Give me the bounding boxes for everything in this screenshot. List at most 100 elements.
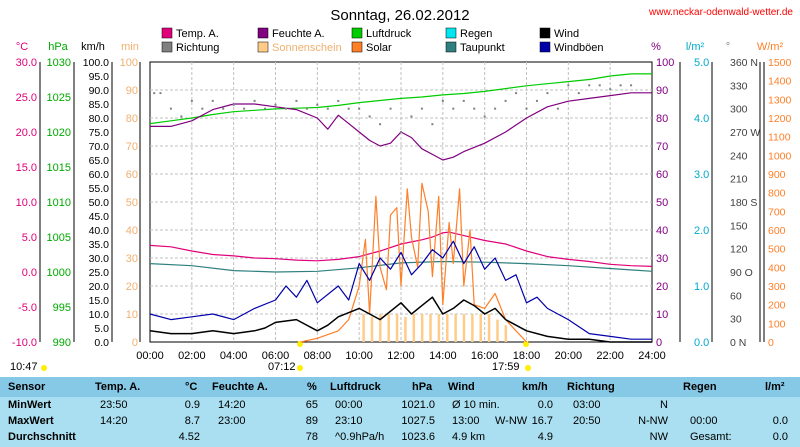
rain-tick-label: 3.0 — [694, 169, 709, 181]
direction-tick-label: 0 N — [730, 337, 746, 349]
temp-tick-label: -10.0 — [12, 337, 37, 349]
legend-swatch — [351, 27, 363, 39]
x-tick-label: 16:00 — [471, 350, 499, 362]
legend-swatch — [161, 41, 173, 53]
legend-swatch — [445, 27, 457, 39]
sunset-time: 17:59 — [492, 361, 520, 373]
direction-dot — [535, 99, 538, 102]
cell-temp: 4.52 — [178, 431, 200, 443]
direction-tick-label: 150 — [730, 220, 748, 232]
cell-press: 1023.6 — [401, 431, 435, 443]
rain-tick-label: 5.0 — [694, 57, 709, 69]
direction-tick-label: 30 — [730, 314, 742, 326]
wind-tick-label: 40.0 — [89, 225, 110, 237]
cell-dir: N-NW — [638, 415, 668, 427]
direction-dot — [473, 107, 476, 110]
solar-tick-label: 300 — [768, 281, 786, 293]
direction-dot — [274, 103, 277, 106]
axis-unit: °C — [16, 41, 28, 53]
header-wind-unit: km/h — [522, 381, 548, 393]
wind-tick-label: 75.0 — [89, 127, 110, 139]
sunshine-bar — [504, 325, 508, 342]
direction-dot — [201, 107, 204, 110]
header-temp-unit: °C — [185, 381, 198, 393]
direction-dot — [305, 107, 308, 110]
solar-tick-label: 1400 — [768, 76, 792, 88]
cell-wind: 4.9 — [537, 431, 553, 443]
sunshine-bar — [429, 314, 432, 342]
cell-wind-time: 4.9 km — [452, 431, 486, 443]
legend-label: Temp. A. — [176, 28, 219, 40]
direction-dot — [389, 107, 392, 110]
x-tick-label: 08:00 — [304, 350, 332, 362]
sun-tick-label: 50 — [126, 197, 138, 209]
pressure-tick-label: 1010 — [47, 197, 71, 209]
cell-hum-time: 23:00 — [218, 415, 246, 427]
cell-press-time: ^0.9hPa/h — [335, 431, 385, 443]
humidity-tick-label: 0 — [656, 337, 662, 349]
humidity-tick-label: 20 — [656, 281, 668, 293]
pressure-tick-label: 995 — [53, 302, 71, 314]
cell-wind-time: 13:00 — [452, 415, 480, 427]
direction-dot — [295, 99, 298, 102]
direction-dot — [525, 107, 528, 110]
humidity-tick-label: 70 — [656, 141, 668, 153]
solar-tick-label: 800 — [768, 188, 786, 200]
sunrise-icon — [297, 365, 303, 371]
cell-temp: 0.9 — [184, 399, 200, 411]
direction-dot — [567, 84, 570, 87]
direction-dot — [494, 107, 497, 110]
sun-tick-label: 90 — [126, 85, 138, 97]
sunrise-time: 07:12 — [268, 361, 296, 373]
direction-dot — [232, 103, 235, 106]
x-tick-label: 02:00 — [178, 350, 206, 362]
legend-label: Luftdruck — [366, 28, 412, 40]
temp-tick-label: -5.0 — [18, 302, 37, 314]
axis-unit: ° — [726, 41, 730, 53]
direction-dot — [515, 92, 518, 95]
taupunkt-line — [149, 260, 653, 273]
pressure-tick-label: 1000 — [47, 267, 71, 279]
direction-tick-label: 330 — [730, 80, 748, 92]
x-tick-label: 22:00 — [596, 350, 624, 362]
solar-tick-label: 1200 — [768, 113, 792, 125]
sunshine-bar — [496, 319, 499, 342]
legend-swatch — [539, 41, 551, 53]
x-tick-label: 14:00 — [429, 350, 457, 362]
direction-dot — [410, 115, 413, 118]
x-tick-label: 00:00 — [136, 350, 164, 362]
direction-dot — [284, 107, 287, 110]
sunshine-bar — [387, 314, 390, 342]
direction-tick-label: 270 W — [730, 127, 760, 139]
site-url: www.neckar-odenwald-wetter.de — [648, 7, 793, 18]
sun-tick-label: 100 — [120, 57, 138, 69]
legend-swatch — [257, 27, 269, 39]
sunshine-bar — [395, 314, 399, 342]
wind-tick-label: 50.0 — [89, 197, 110, 209]
direction-dot — [556, 107, 559, 110]
legend-label: Regen — [460, 28, 492, 40]
sunshine-bar — [487, 314, 491, 342]
wind-tick-label: 55.0 — [89, 183, 110, 195]
direction-tick-label: 210 — [730, 174, 748, 186]
wind-tick-label: 0.0 — [94, 337, 109, 349]
direction-dot — [253, 99, 256, 102]
cell-rain: 0.0 — [772, 415, 788, 427]
solar-tick-label: 400 — [768, 262, 786, 274]
sunshine-bar — [479, 314, 482, 342]
direction-dot — [222, 107, 225, 110]
cell-rain-time: Gesamt: — [690, 431, 732, 443]
wind-tick-label: 100.0 — [83, 57, 109, 69]
x-tick-label: 24:00 — [638, 350, 666, 362]
sun-tick-label: 80 — [126, 113, 138, 125]
humidity-tick-label: 30 — [656, 253, 668, 265]
direction-dot — [264, 107, 267, 110]
direction-dot — [243, 107, 246, 110]
sun-tick-label: 30 — [126, 253, 138, 265]
pressure-tick-label: 1030 — [47, 57, 71, 69]
sunshine-bar — [454, 314, 457, 342]
cell-temp: 8.7 — [184, 415, 200, 427]
sun-tick-label: 40 — [126, 225, 138, 237]
direction-dot — [431, 123, 434, 126]
